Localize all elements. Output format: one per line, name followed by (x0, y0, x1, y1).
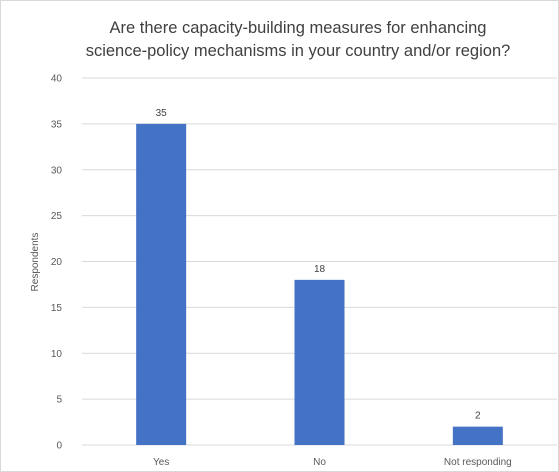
y-tick-label: 15 (51, 303, 63, 314)
y-tick-label: 20 (51, 257, 63, 268)
y-axis-title: Respondents (30, 233, 41, 292)
chart-title-line-1: Are there capacity-building measures for… (110, 19, 487, 37)
data-labels: 35 18 2 (156, 108, 481, 422)
bar-no (294, 279, 345, 445)
bar-not-responding (452, 426, 503, 445)
y-tick-label: 35 (51, 119, 63, 130)
x-tick-labels: Yes No Not responding (153, 457, 512, 468)
chart-title-line-2: science-policy mechanisms in your countr… (86, 42, 511, 60)
data-label: 35 (156, 108, 168, 119)
y-tick-label: 25 (51, 211, 63, 222)
x-tick-label: Not responding (444, 457, 512, 468)
x-tick-label: Yes (153, 457, 169, 468)
y-tick-label: 10 (51, 349, 63, 360)
x-tick-label: No (313, 457, 326, 468)
y-tick-labels: 0 5 10 15 20 25 30 35 40 (51, 74, 63, 452)
data-label: 2 (475, 411, 481, 422)
y-tick-label: 5 (56, 395, 62, 406)
y-tick-label: 30 (51, 165, 63, 176)
y-tick-label: 40 (51, 74, 63, 85)
data-label: 18 (314, 264, 326, 275)
bar-yes (136, 123, 187, 445)
bars (136, 123, 503, 445)
y-tick-label: 0 (56, 441, 62, 452)
